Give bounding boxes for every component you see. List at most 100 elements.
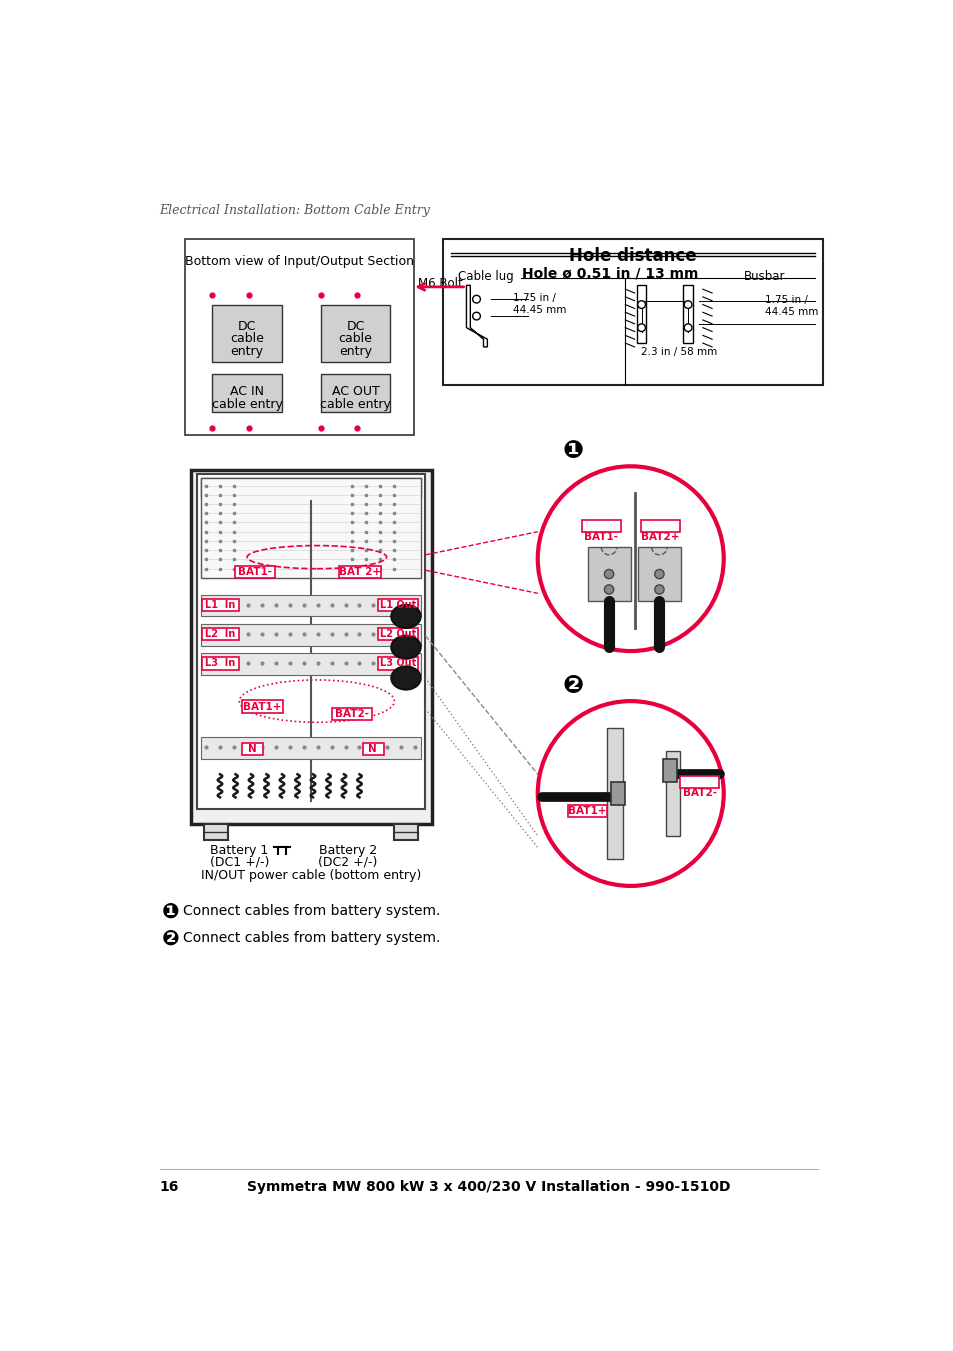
Text: 2.3 in / 58 mm: 2.3 in / 58 mm bbox=[640, 347, 717, 357]
Text: DC: DC bbox=[237, 320, 256, 332]
Circle shape bbox=[472, 296, 480, 303]
Text: 44.45 mm: 44.45 mm bbox=[764, 307, 818, 317]
FancyBboxPatch shape bbox=[640, 520, 679, 532]
Bar bbox=[637, 285, 645, 343]
Bar bbox=[320, 374, 390, 412]
Ellipse shape bbox=[391, 605, 420, 628]
FancyBboxPatch shape bbox=[377, 628, 418, 640]
FancyBboxPatch shape bbox=[339, 566, 381, 578]
Bar bbox=[200, 478, 421, 497]
Text: (DC2 +/-): (DC2 +/-) bbox=[318, 855, 377, 869]
Bar bbox=[682, 285, 692, 343]
FancyBboxPatch shape bbox=[377, 657, 418, 670]
Bar bbox=[212, 374, 282, 412]
Text: Battery 2: Battery 2 bbox=[318, 843, 376, 857]
FancyBboxPatch shape bbox=[202, 657, 238, 670]
Circle shape bbox=[472, 312, 480, 320]
Text: ❷: ❷ bbox=[561, 674, 582, 697]
Circle shape bbox=[654, 585, 663, 594]
Bar bbox=[394, 824, 417, 840]
Polygon shape bbox=[466, 285, 487, 347]
Text: N: N bbox=[368, 744, 376, 754]
Text: L1  In: L1 In bbox=[205, 600, 234, 609]
Bar bbox=[200, 624, 421, 646]
Circle shape bbox=[683, 301, 691, 308]
Text: DC: DC bbox=[346, 320, 364, 332]
Bar bbox=[587, 547, 630, 601]
FancyBboxPatch shape bbox=[242, 700, 282, 713]
Text: L3  In: L3 In bbox=[205, 658, 234, 669]
Circle shape bbox=[654, 570, 663, 578]
Text: L2  In: L2 In bbox=[205, 630, 234, 639]
Text: Hole ø 0.51 in / 13 mm: Hole ø 0.51 in / 13 mm bbox=[521, 266, 698, 280]
Ellipse shape bbox=[391, 666, 420, 689]
Text: BAT1+: BAT1+ bbox=[567, 807, 606, 816]
Text: M6 Bolt: M6 Bolt bbox=[417, 277, 462, 290]
Text: (DC1 +/-): (DC1 +/-) bbox=[210, 855, 269, 869]
Text: BAT2-: BAT2- bbox=[682, 788, 716, 797]
Text: L1 Out: L1 Out bbox=[379, 600, 416, 609]
Text: Busbar: Busbar bbox=[743, 270, 784, 282]
Text: cable: cable bbox=[338, 332, 373, 346]
Bar bbox=[200, 478, 421, 578]
FancyBboxPatch shape bbox=[567, 805, 606, 817]
Circle shape bbox=[637, 324, 645, 331]
Text: Electrical Installation: Bottom Cable Entry: Electrical Installation: Bottom Cable En… bbox=[159, 204, 430, 218]
Text: cable entry: cable entry bbox=[320, 397, 391, 411]
Text: 44.45 mm: 44.45 mm bbox=[513, 305, 566, 315]
Bar bbox=[200, 738, 421, 759]
Text: BAT2-: BAT2- bbox=[335, 709, 369, 719]
FancyBboxPatch shape bbox=[242, 743, 263, 755]
FancyBboxPatch shape bbox=[234, 566, 274, 578]
Text: Connect cables from battery system.: Connect cables from battery system. bbox=[183, 904, 439, 917]
Text: Battery 1: Battery 1 bbox=[210, 843, 268, 857]
Text: cable: cable bbox=[230, 332, 264, 346]
FancyBboxPatch shape bbox=[377, 598, 418, 611]
Text: Bottom view of Input/Output Section: Bottom view of Input/Output Section bbox=[185, 254, 414, 267]
Circle shape bbox=[537, 466, 723, 651]
Text: 1.75 in /: 1.75 in / bbox=[513, 293, 556, 303]
Bar bbox=[204, 824, 228, 840]
Bar bbox=[662, 759, 677, 782]
Text: Connect cables from battery system.: Connect cables from battery system. bbox=[183, 931, 439, 944]
FancyBboxPatch shape bbox=[332, 708, 372, 720]
Text: BAT2+: BAT2+ bbox=[640, 532, 679, 542]
Text: entry: entry bbox=[338, 345, 372, 358]
Text: Hole distance: Hole distance bbox=[569, 247, 696, 265]
Text: AC OUT: AC OUT bbox=[332, 385, 379, 399]
Text: AC IN: AC IN bbox=[230, 385, 264, 399]
Text: ❷: ❷ bbox=[162, 928, 179, 948]
Text: Cable lug: Cable lug bbox=[457, 270, 513, 282]
Text: 1.75 in /: 1.75 in / bbox=[764, 295, 807, 304]
Circle shape bbox=[537, 701, 723, 886]
Bar bbox=[191, 470, 431, 824]
Text: BAT 2+: BAT 2+ bbox=[339, 567, 381, 577]
Bar bbox=[200, 594, 421, 616]
Text: BAT1-: BAT1- bbox=[583, 532, 618, 542]
Text: 16: 16 bbox=[159, 1179, 179, 1194]
FancyBboxPatch shape bbox=[581, 520, 620, 532]
Bar bbox=[185, 239, 414, 435]
Circle shape bbox=[637, 301, 645, 308]
Circle shape bbox=[604, 570, 613, 578]
Ellipse shape bbox=[391, 636, 420, 659]
FancyBboxPatch shape bbox=[202, 598, 238, 611]
Bar bbox=[638, 547, 680, 601]
Text: ❶: ❶ bbox=[561, 439, 582, 463]
Text: N: N bbox=[248, 744, 256, 754]
Text: L3 Out: L3 Out bbox=[379, 658, 416, 669]
Bar bbox=[196, 474, 425, 809]
Bar bbox=[200, 654, 421, 676]
Text: Symmetra MW 800 kW 3 x 400/230 V Installation - 990-1510D: Symmetra MW 800 kW 3 x 400/230 V Install… bbox=[247, 1179, 730, 1194]
Circle shape bbox=[683, 324, 691, 331]
Text: IN/OUT power cable (bottom entry): IN/OUT power cable (bottom entry) bbox=[200, 869, 420, 882]
Text: BAT1-: BAT1- bbox=[237, 567, 272, 577]
Text: BAT1+: BAT1+ bbox=[243, 701, 281, 712]
Circle shape bbox=[604, 585, 613, 594]
Bar bbox=[611, 782, 624, 805]
FancyBboxPatch shape bbox=[679, 775, 719, 788]
FancyBboxPatch shape bbox=[362, 743, 383, 755]
Text: L2 Out: L2 Out bbox=[379, 630, 416, 639]
Text: cable entry: cable entry bbox=[212, 397, 282, 411]
Bar bbox=[443, 239, 822, 385]
